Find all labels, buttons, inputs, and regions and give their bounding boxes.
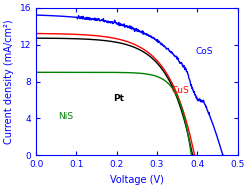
Y-axis label: Current density (mA/cm²): Current density (mA/cm²) bbox=[4, 19, 14, 144]
X-axis label: Voltage (V): Voltage (V) bbox=[110, 175, 164, 185]
Text: Pt: Pt bbox=[113, 94, 124, 103]
Text: NiS: NiS bbox=[58, 112, 73, 121]
Text: CuS: CuS bbox=[171, 86, 189, 95]
Text: CoS: CoS bbox=[195, 47, 213, 57]
